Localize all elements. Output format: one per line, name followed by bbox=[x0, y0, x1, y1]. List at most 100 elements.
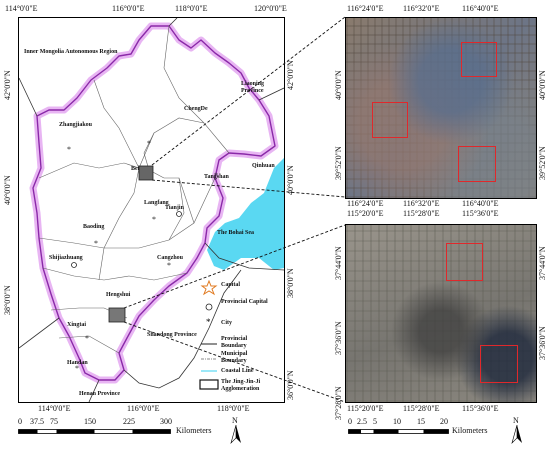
provincial-capital-icon bbox=[205, 303, 213, 311]
main-bottom-lon-tick: 118°0'0"E bbox=[217, 404, 250, 413]
hs-bottom-lon-tick: 115°36'0"E bbox=[462, 404, 499, 413]
north-label: N bbox=[232, 416, 238, 425]
legend-capital: Capital bbox=[221, 282, 241, 288]
svg-text:*: * bbox=[94, 239, 98, 248]
hs-scale-bar: 0 2.5 5 10 15 20 Kilometers bbox=[348, 417, 508, 447]
bj-top-lon-tick: 116°24'0"E bbox=[347, 4, 384, 13]
beijing-satellite-image bbox=[345, 17, 537, 199]
bj-top-lon-tick: 116°32'0"E bbox=[403, 4, 440, 13]
hs-left-lat-tick: 37°36'0"N bbox=[334, 321, 343, 355]
scale-tick: 20 bbox=[440, 417, 448, 426]
scale-tick: 0 bbox=[348, 417, 352, 426]
scale-tick: 75 bbox=[50, 417, 58, 426]
svg-text:*: * bbox=[167, 261, 171, 270]
main-left-lat-tick: 42°0'0"N bbox=[3, 70, 12, 100]
hs-top-lon-tick: 115°20'0"E bbox=[347, 209, 384, 218]
main-top-lon-tick: 116°0'0"E bbox=[112, 4, 145, 13]
label-bohai: The Bohai Sea bbox=[217, 230, 255, 236]
legend-city: City bbox=[221, 320, 232, 326]
agglomeration-swatch bbox=[199, 379, 219, 390]
beijing-extent bbox=[138, 165, 154, 181]
shijiazhuang-symbol bbox=[71, 262, 77, 268]
label-langfang: Langfang bbox=[144, 200, 169, 206]
roi-box bbox=[372, 102, 408, 138]
main-bottom-lon-tick: 116°0'0"E bbox=[127, 404, 160, 413]
main-right-lat-tick: 40°0'0"N bbox=[286, 165, 295, 195]
label-inner-mongolia: Inner Mongolia Autonomous Region bbox=[24, 49, 118, 55]
legend-provincial-boundary: Provincial Boundary bbox=[221, 336, 248, 349]
tianjin-symbol bbox=[176, 211, 182, 217]
hengshui-satellite-image bbox=[345, 224, 537, 403]
label-beijing: Bei bbox=[131, 166, 140, 172]
label-cangzhou: Cangzhou bbox=[157, 255, 184, 261]
roi-box bbox=[458, 146, 496, 182]
scale-bar-graphic bbox=[18, 429, 171, 434]
star-icon bbox=[200, 280, 218, 296]
label-liaoning: Liaoning Province bbox=[241, 81, 265, 94]
north-arrow-icon bbox=[511, 425, 522, 445]
label-tangshan: Tangshan bbox=[204, 174, 229, 180]
label-handan: Handan bbox=[67, 360, 88, 366]
hs-north-arrow: N bbox=[509, 416, 525, 446]
bj-bottom-lon-tick: 116°24'0"E bbox=[347, 199, 384, 208]
hs-left-lat-tick: 37°28'0"N bbox=[334, 386, 343, 420]
svg-text:*: * bbox=[152, 215, 156, 224]
hs-top-lon-tick: 115°36'0"E bbox=[462, 209, 499, 218]
legend-provincial-capital: Provincial Capital bbox=[221, 299, 268, 305]
bj-right-lat-tick: 40°0'0"N bbox=[538, 70, 547, 100]
label-shijiazhuang: Shijiazhuang bbox=[49, 255, 83, 261]
scale-tick: 10 bbox=[393, 417, 401, 426]
hs-left-lat-tick: 37°44'0"N bbox=[334, 246, 343, 280]
main-left-lat-tick: 40°0'0"N bbox=[3, 175, 12, 205]
legend-symbols: * bbox=[199, 280, 219, 390]
hs-right-lat-tick: 37°44'0"N bbox=[538, 246, 547, 280]
label-qinhuang: Qinhuan bbox=[252, 163, 275, 169]
scale-unit: Kilometers bbox=[176, 426, 212, 435]
bj-top-lon-tick: 116°40'0"E bbox=[462, 4, 499, 13]
roi-box bbox=[446, 243, 483, 281]
main-left-lat-tick: 38°0'0"N bbox=[3, 285, 12, 315]
roi-box bbox=[480, 345, 518, 383]
scale-tick: 37.5 bbox=[30, 417, 44, 426]
bj-left-lat-tick: 40°0'0"N bbox=[334, 70, 343, 100]
main-top-lon-tick: 114°0'0"E bbox=[5, 4, 38, 13]
legend-coastal-line: Coastal Line bbox=[221, 368, 254, 374]
label-shandong: Shandong Province bbox=[147, 332, 197, 338]
bj-bottom-lon-tick: 116°40'0"E bbox=[462, 199, 499, 208]
main-right-lat-tick: 36°0'0"N bbox=[286, 370, 295, 400]
scale-tick: 15 bbox=[417, 417, 425, 426]
bj-bottom-lon-tick: 116°32'0"E bbox=[403, 199, 440, 208]
north-label: N bbox=[513, 416, 519, 425]
svg-text:*: * bbox=[214, 171, 218, 180]
main-bottom-lon-tick: 114°0'0"E bbox=[38, 404, 71, 413]
hs-bottom-lon-tick: 115°28'0"E bbox=[403, 404, 440, 413]
label-hengshui: Hengshui bbox=[106, 292, 131, 298]
main-map-frame: * * * * * * * * Inner Mongolia Autonomou… bbox=[18, 17, 285, 403]
roi-box bbox=[461, 42, 497, 77]
hs-bottom-lon-tick: 115°20'0"E bbox=[347, 404, 384, 413]
city-icon: * bbox=[206, 317, 211, 327]
label-xingtai: Xingtai bbox=[67, 322, 87, 328]
scale-tick: 225 bbox=[123, 417, 135, 426]
legend-agglomeration: The Jing-Jin-Ji Agglomeration bbox=[221, 379, 261, 392]
scale-tick: 5 bbox=[373, 417, 377, 426]
svg-text:*: * bbox=[85, 334, 89, 343]
label-chengde: ChengDe bbox=[184, 106, 208, 112]
main-right-lat-tick: 38°0'0"N bbox=[286, 268, 295, 298]
svg-text:*: * bbox=[147, 139, 151, 148]
hs-top-lon-tick: 115°28'0"E bbox=[403, 209, 440, 218]
scale-tick: 150 bbox=[84, 417, 96, 426]
main-top-lon-tick: 118°0'0"E bbox=[175, 4, 208, 13]
hs-right-lat-tick: 37°36'0"N bbox=[538, 326, 547, 360]
svg-text:*: * bbox=[67, 145, 71, 154]
scale-tick: 2.5 bbox=[357, 417, 367, 426]
bj-left-lat-tick: 39°52'0"N bbox=[334, 146, 343, 180]
legend: * Capital Provincial Capital City Provin… bbox=[199, 280, 283, 400]
legend-municipal-boundary: Municipal Boundary bbox=[221, 351, 248, 364]
scale-tick: 0 bbox=[18, 417, 22, 426]
main-top-lon-tick: 120°0'0"E bbox=[254, 4, 287, 13]
main-right-lat-tick: 42°0'0"N bbox=[286, 60, 295, 90]
scale-tick: 300 bbox=[160, 417, 172, 426]
hengshui-extent bbox=[108, 307, 126, 323]
label-henan: Henan Province bbox=[79, 391, 121, 397]
